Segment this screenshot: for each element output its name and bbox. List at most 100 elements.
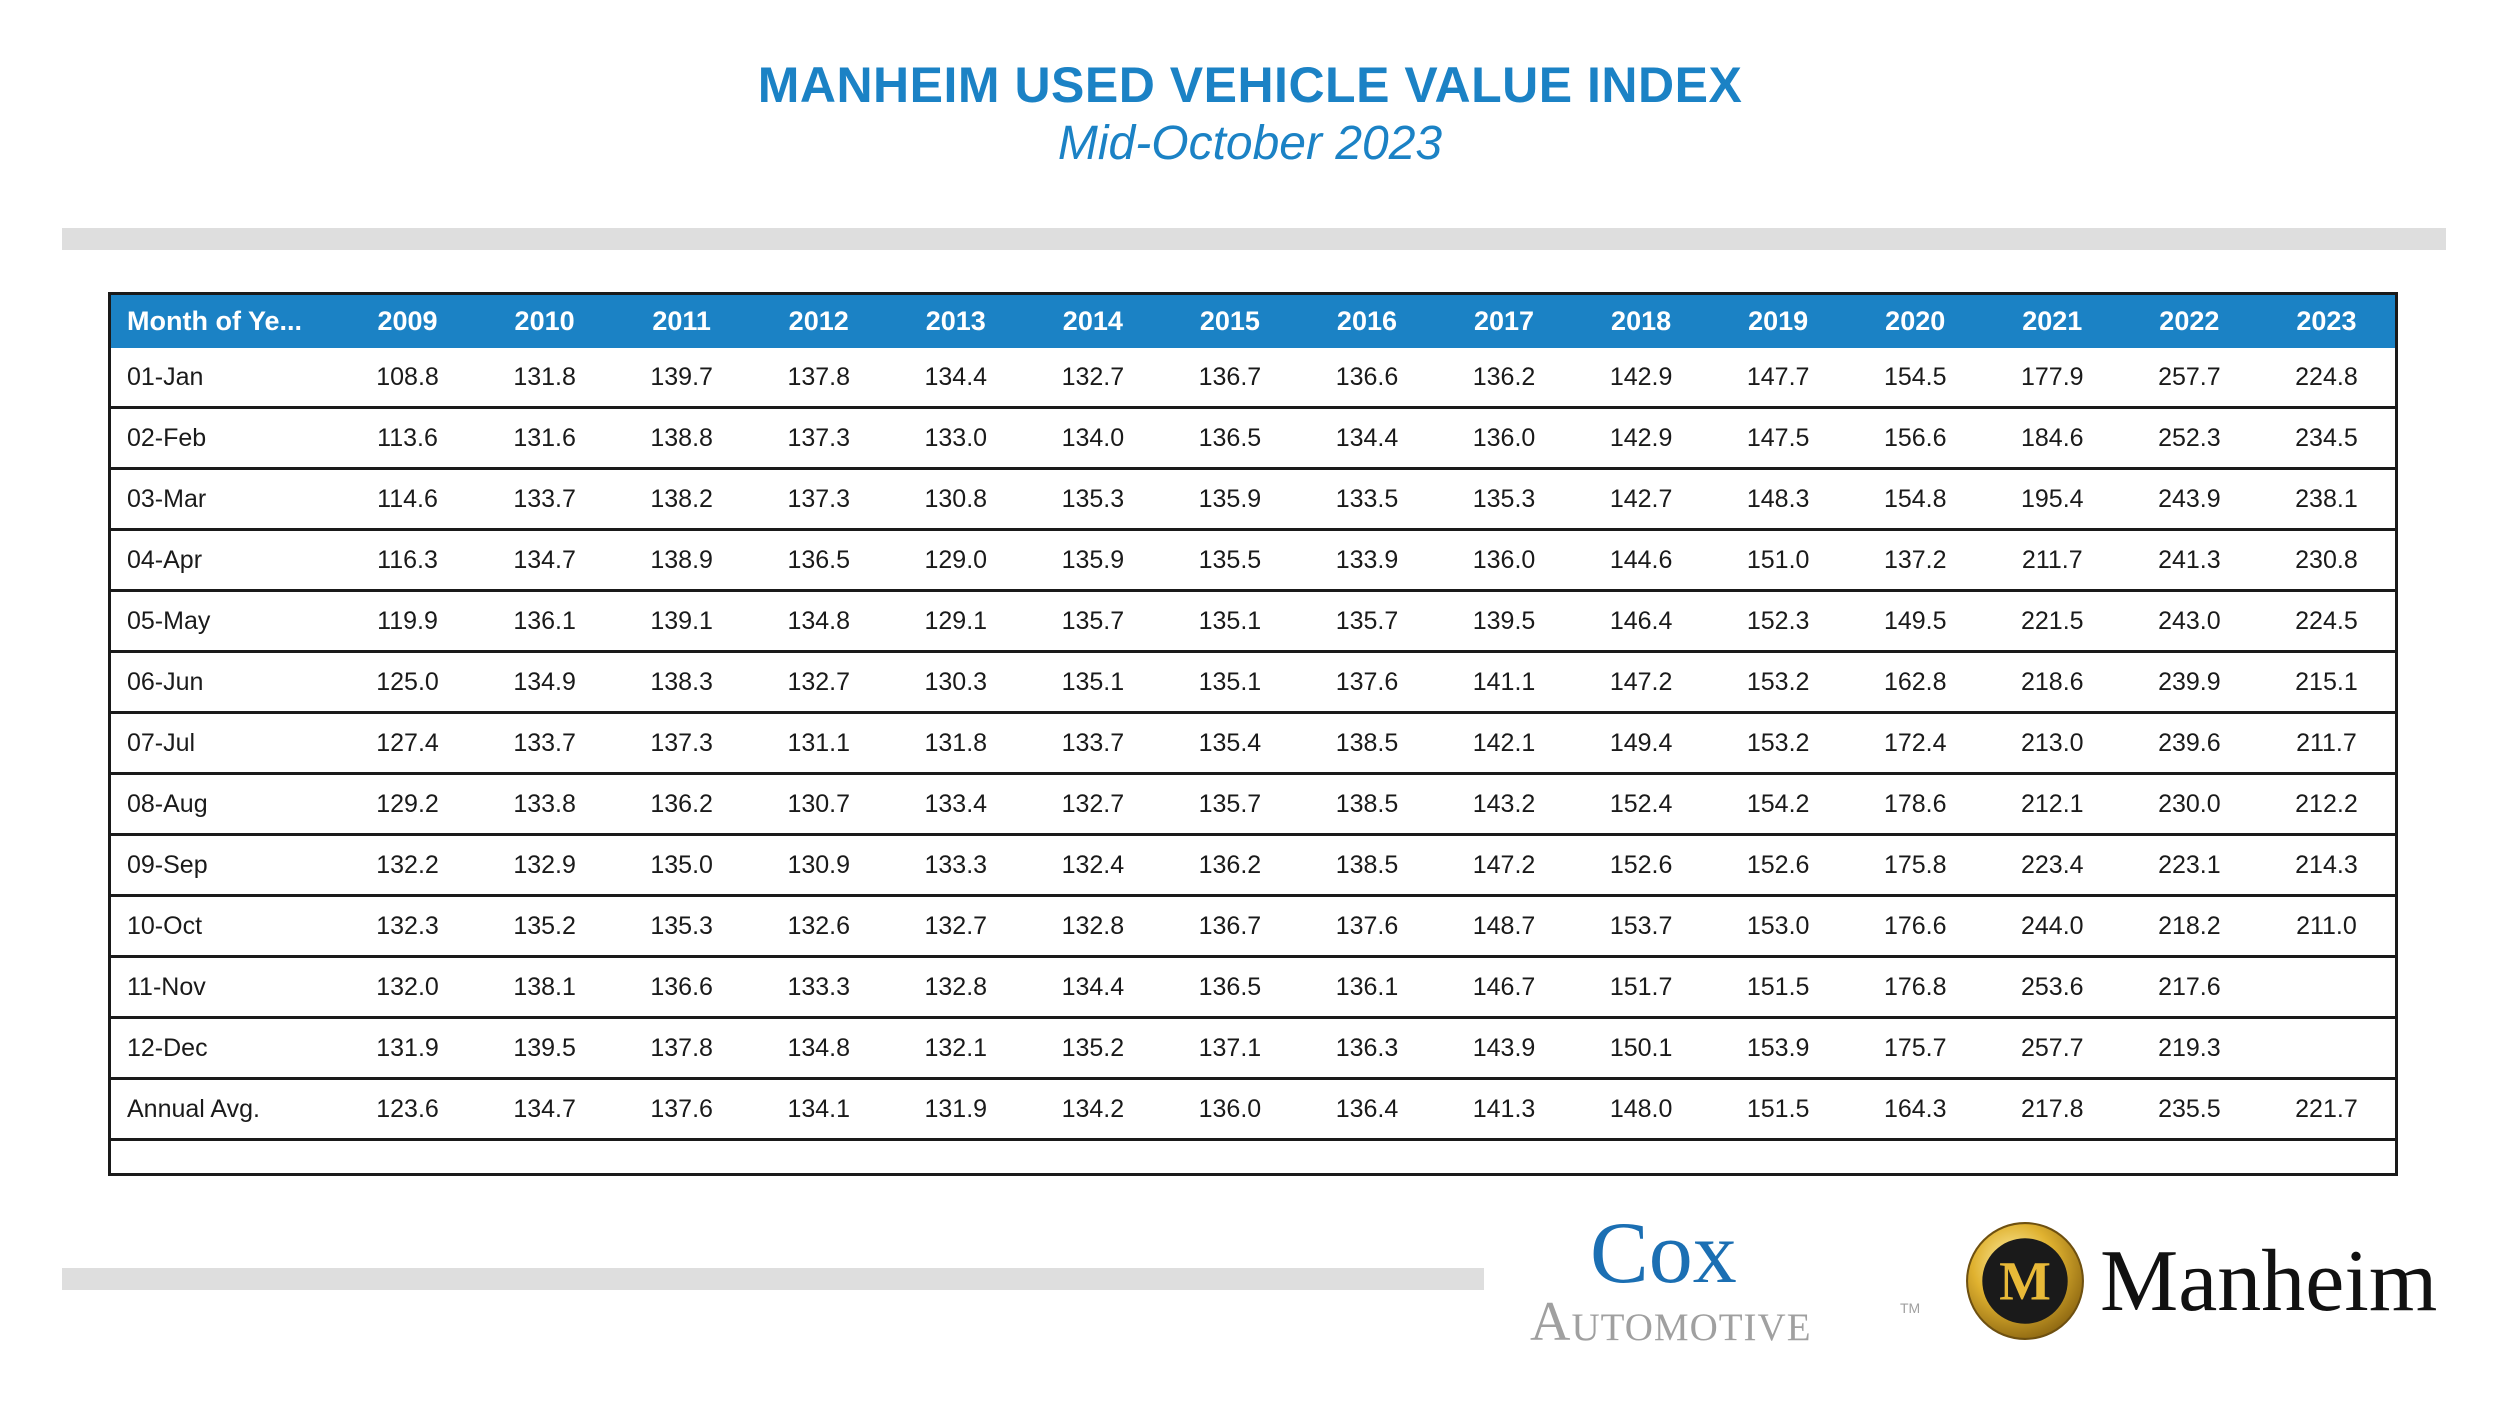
column-header-year: 2011 (613, 295, 751, 348)
value-cell: 224.5 (2257, 590, 2395, 653)
value-cell: 136.0 (1435, 529, 1573, 592)
value-cell: 135.1 (1161, 590, 1299, 653)
value-cell: 154.8 (1846, 468, 1984, 531)
value-cell: 134.7 (476, 529, 614, 592)
value-cell: 148.3 (1709, 468, 1847, 531)
value-cell: 133.7 (476, 468, 614, 531)
value-cell: 152.3 (1709, 590, 1847, 653)
value-cell: 135.0 (613, 834, 751, 897)
cox-logo-top-text: Cox (1590, 1205, 1737, 1302)
value-cell: 134.4 (1298, 407, 1436, 470)
value-cell: 138.5 (1298, 712, 1436, 775)
value-cell: 177.9 (1983, 348, 2121, 409)
row-label-cell: 08-Aug (111, 773, 339, 836)
column-header-year: 2014 (1024, 295, 1162, 348)
cox-logo-bottom-text: Automotive (1530, 1291, 1812, 1353)
table-row: 09-Sep 132.2 132.9 135.0 130.9 133.3 132.4 136.… (111, 834, 2395, 897)
value-cell: 135.7 (1161, 773, 1299, 836)
page-title: MANHEIM USED VEHICLE VALUE INDEX (757, 57, 1743, 113)
value-cell: 195.4 (1983, 468, 2121, 531)
blank-cell (111, 1140, 2395, 1174)
value-cell: 142.9 (1572, 407, 1710, 470)
value-cell: 136.1 (1298, 956, 1436, 1019)
value-cell: 142.9 (1572, 348, 1710, 409)
value-cell: 213.0 (1983, 712, 2121, 775)
value-cell: 138.2 (613, 468, 751, 531)
value-cell: 138.8 (613, 407, 751, 470)
value-cell: 132.3 (339, 895, 477, 958)
value-cell: 135.3 (1024, 468, 1162, 531)
manheim-logo-text: Manheim (2100, 1233, 2438, 1330)
value-cell: 131.8 (476, 348, 614, 409)
value-cell: 134.9 (476, 651, 614, 714)
value-cell: 147.7 (1709, 348, 1847, 409)
column-header-year: 2012 (750, 295, 888, 348)
value-cell: 133.8 (476, 773, 614, 836)
value-cell: 134.7 (476, 1078, 614, 1141)
value-cell: 178.6 (1846, 773, 1984, 836)
value-cell: 175.8 (1846, 834, 1984, 897)
value-cell: 131.9 (339, 1017, 477, 1080)
value-cell: 138.9 (613, 529, 751, 592)
value-index-table: Month of Ye... 2009 2010 2011 2012 2013 2014 20… (108, 292, 2398, 1176)
value-cell: 146.4 (1572, 590, 1710, 653)
value-cell: 136.2 (1161, 834, 1299, 897)
column-header-year: 2023 (2257, 295, 2395, 348)
value-cell: 243.9 (2120, 468, 2258, 531)
value-cell: 135.7 (1298, 590, 1436, 653)
value-cell: 134.4 (1024, 956, 1162, 1019)
value-cell: 133.0 (887, 407, 1025, 470)
column-header-year: 2018 (1572, 295, 1710, 348)
value-cell: 239.6 (2120, 712, 2258, 775)
value-cell: 134.4 (887, 348, 1025, 409)
table-row: 02-Feb 113.6 131.6 138.8 137.3 133.0 134.0 136.… (111, 407, 2395, 470)
value-cell: 151.5 (1709, 1078, 1847, 1141)
value-cell: 224.8 (2257, 348, 2395, 409)
value-cell: 132.7 (750, 651, 888, 714)
column-header-year: 2015 (1161, 295, 1299, 348)
value-cell: 148.0 (1572, 1078, 1710, 1141)
value-cell: 134.0 (1024, 407, 1162, 470)
value-cell: 156.6 (1846, 407, 1984, 470)
value-cell: 151.0 (1709, 529, 1847, 592)
value-cell: 147.2 (1572, 651, 1710, 714)
value-cell: 132.1 (887, 1017, 1025, 1080)
row-label-cell: 01-Jan (111, 348, 339, 409)
value-cell: 136.4 (1298, 1078, 1436, 1141)
table-header-row: Month of Ye... 2009 2010 2011 2012 2013 2014 20… (111, 295, 2395, 348)
value-cell: 139.5 (1435, 590, 1573, 653)
value-cell: 147.5 (1709, 407, 1847, 470)
value-cell: 114.6 (339, 468, 477, 531)
value-cell: 137.3 (750, 468, 888, 531)
value-cell: 150.1 (1572, 1017, 1710, 1080)
value-cell: 149.5 (1846, 590, 1984, 653)
value-cell (2257, 956, 2395, 1019)
value-cell: 252.3 (2120, 407, 2258, 470)
value-cell: 139.5 (476, 1017, 614, 1080)
value-cell: 130.9 (750, 834, 888, 897)
value-cell: 141.1 (1435, 651, 1573, 714)
value-cell: 119.9 (339, 590, 477, 653)
value-cell: 131.8 (887, 712, 1025, 775)
value-cell: 235.5 (2120, 1078, 2258, 1141)
value-cell: 257.7 (2120, 348, 2258, 409)
table-row: 12-Dec 131.9 139.5 137.8 134.8 132.1 135.2 137.… (111, 1017, 2395, 1080)
value-cell: 153.2 (1709, 651, 1847, 714)
value-cell: 135.5 (1161, 529, 1299, 592)
value-cell: 133.5 (1298, 468, 1436, 531)
table-row: 08-Aug 129.2 133.8 136.2 130.7 133.4 132.7 135.… (111, 773, 2395, 836)
value-cell: 153.0 (1709, 895, 1847, 958)
value-cell: 143.2 (1435, 773, 1573, 836)
column-header-year: 2010 (476, 295, 614, 348)
value-cell: 175.7 (1846, 1017, 1984, 1080)
blank-row (111, 1140, 2395, 1174)
value-cell: 137.8 (750, 348, 888, 409)
row-label-cell: 12-Dec (111, 1017, 339, 1080)
value-cell: 133.3 (887, 834, 1025, 897)
value-cell: 153.9 (1709, 1017, 1847, 1080)
column-header-year: 2021 (1983, 295, 2121, 348)
value-cell: 138.3 (613, 651, 751, 714)
value-cell: 136.6 (613, 956, 751, 1019)
row-label-cell: 09-Sep (111, 834, 339, 897)
column-header-year: 2016 (1298, 295, 1436, 348)
